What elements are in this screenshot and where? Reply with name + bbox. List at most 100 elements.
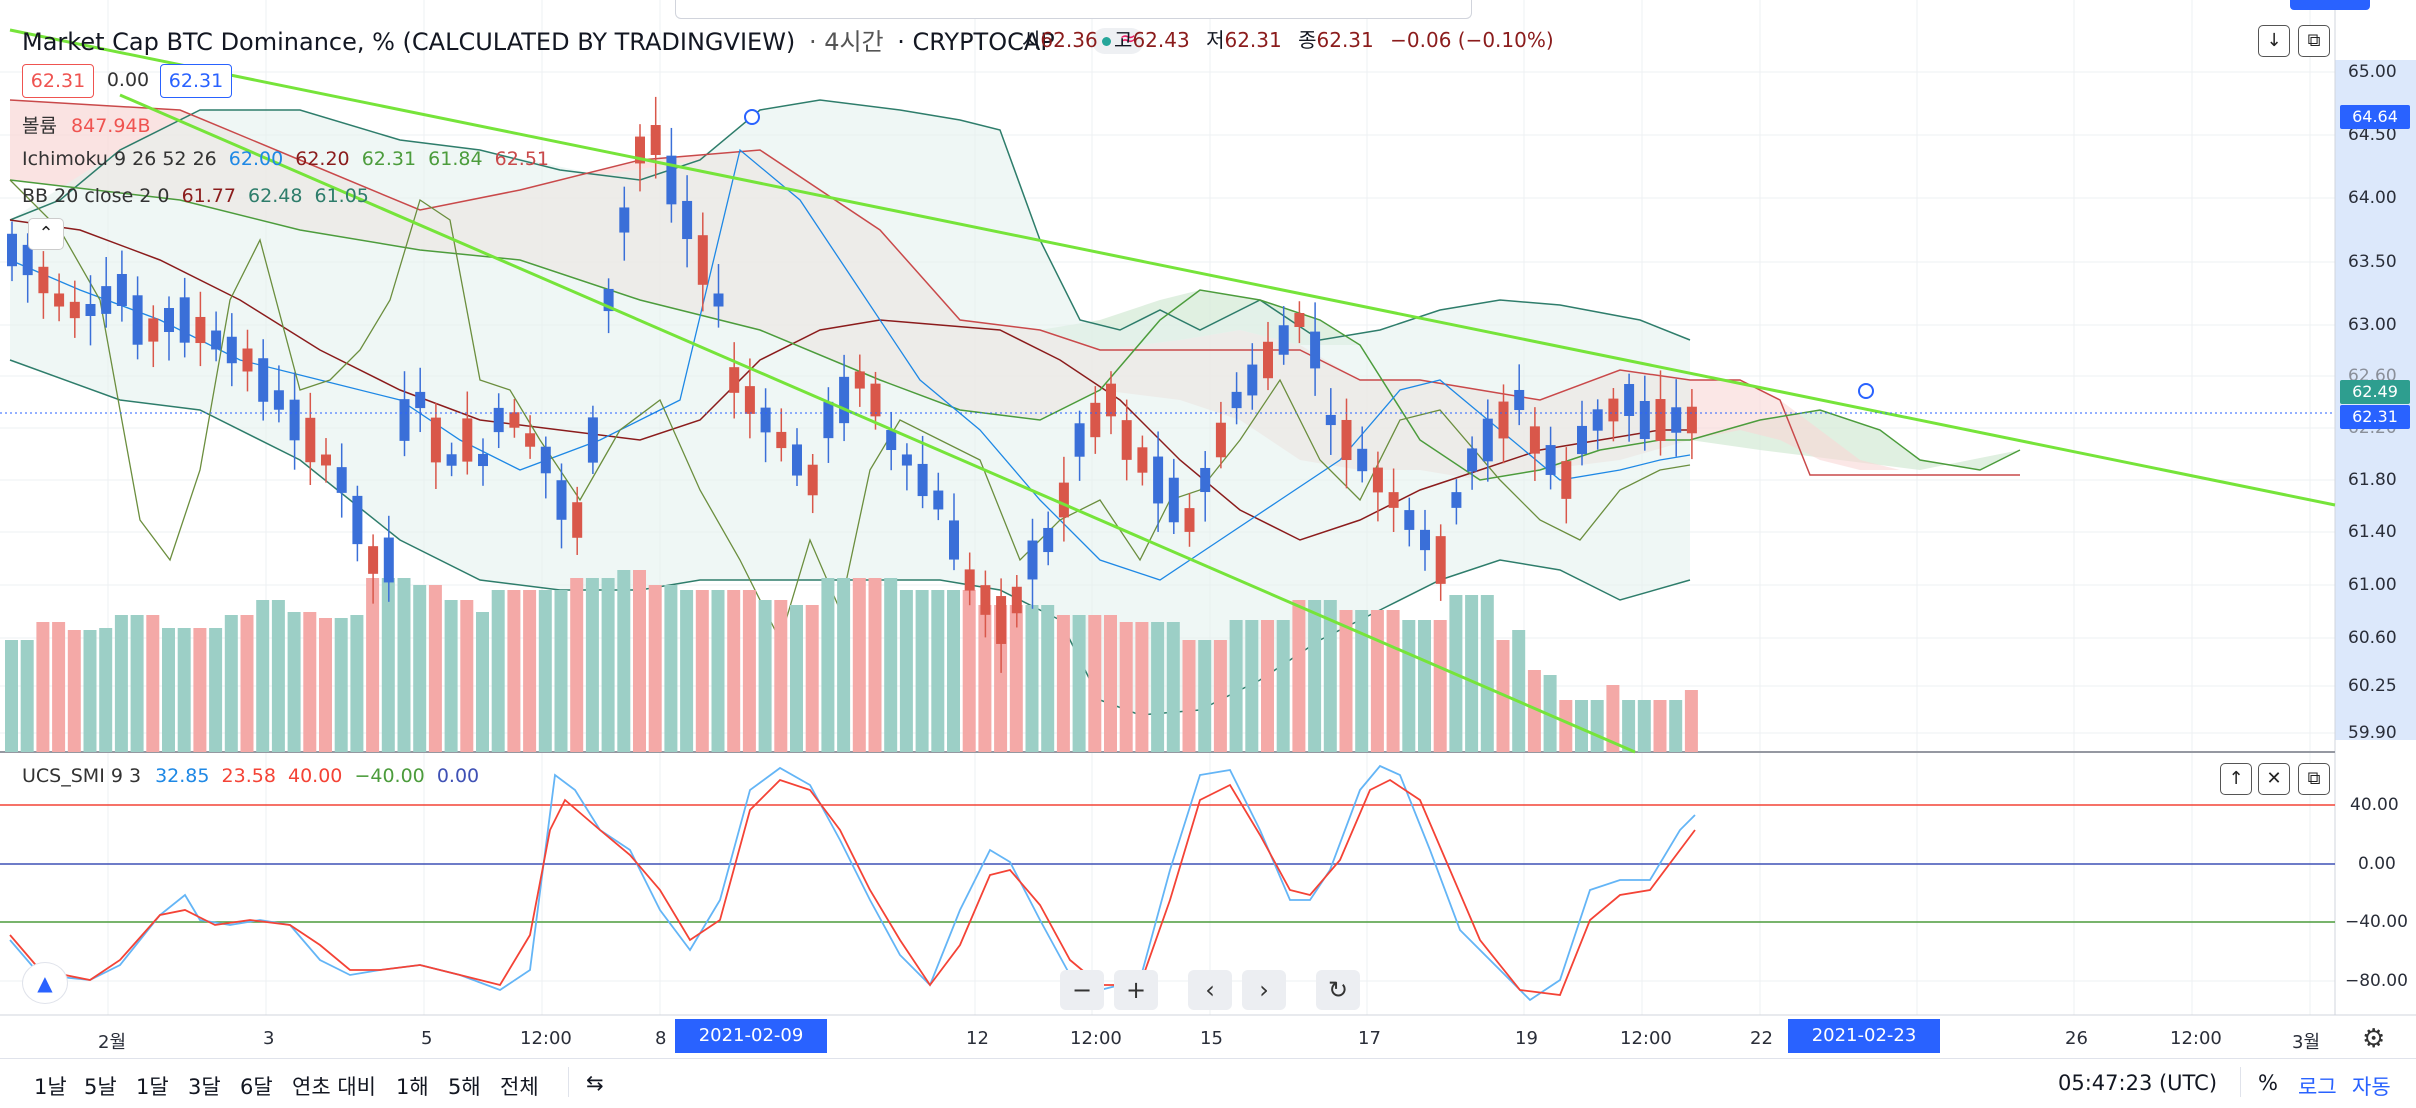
candle (1168, 477, 1179, 523)
candle (336, 467, 347, 493)
move-pane-up-button[interactable]: ↑ (2220, 763, 2252, 795)
volume-bar (1418, 620, 1431, 752)
volume-bar (1527, 670, 1541, 752)
volume-bar (1009, 605, 1023, 752)
trendline-upper[interactable] (9, 28, 2336, 507)
volume-bar (742, 590, 756, 752)
smi-fast-line (9, 764, 1696, 1002)
volume-bar (114, 615, 128, 752)
ichimoku-legend[interactable]: Ichimoku 9 26 52 26 62.00 62.20 62.31 61… (22, 148, 550, 170)
candle (666, 155, 677, 205)
interval-label[interactable]: · 4시간 (808, 28, 884, 56)
close-value: 62.31 (1316, 28, 1374, 52)
candle (1388, 492, 1399, 508)
chart-logo-icon[interactable]: ▲ (22, 962, 68, 1004)
volume-bar (224, 615, 238, 752)
volume-bar (397, 578, 411, 752)
volume-bar (852, 578, 866, 752)
volume-bar (130, 615, 144, 752)
time-tick: 12:00 (2170, 1028, 2222, 1049)
volume-bar (1480, 595, 1494, 752)
volume-bar (1512, 630, 1526, 752)
trendline-handle[interactable] (1858, 383, 1874, 399)
maximize-pane-button[interactable]: ⧉ (2298, 25, 2330, 57)
candle (525, 433, 536, 447)
maximize-icon: ⧉ (2307, 30, 2321, 51)
clock-timezone[interactable]: 05:47:23 (UTC) (2058, 1071, 2218, 1095)
candle (1561, 461, 1572, 499)
range-1d-button[interactable]: 1날 (34, 1075, 67, 1099)
chevron-left-icon: ‹ (1205, 976, 1215, 1004)
volume-legend[interactable]: 볼륨 847.94B (22, 115, 151, 137)
log-scale-toggle[interactable]: 로그 (2298, 1075, 2337, 1099)
candle (854, 371, 865, 389)
collapse-legend-button[interactable]: ⌃ (28, 218, 64, 250)
candle (1514, 389, 1525, 411)
scroll-left-button[interactable]: ‹ (1188, 970, 1232, 1010)
volume-bar (350, 615, 364, 752)
volume-bar (20, 640, 34, 752)
trendline-lower[interactable] (119, 93, 1636, 754)
arrow-up-icon: ↑ (2228, 768, 2244, 789)
volume-bar (868, 578, 882, 752)
reset-chart-button[interactable]: ↻ (1316, 970, 1360, 1010)
candle (682, 200, 693, 240)
top-toolbar[interactable] (675, 0, 1472, 19)
scroll-right-button[interactable]: › (1242, 970, 1286, 1010)
range-1m-button[interactable]: 1달 (136, 1075, 169, 1099)
settings-gear-icon[interactable]: ⚙ (2362, 1024, 2386, 1054)
range-3m-button[interactable]: 3달 (188, 1075, 221, 1099)
time-tick: 26 (2065, 1028, 2088, 1049)
smi-legend[interactable]: UCS_SMI 9 3 32.85 23.58 40.00 −40.00 0.0… (22, 765, 480, 787)
volume-bar (444, 600, 458, 752)
zoom-in-button[interactable]: + (1114, 970, 1158, 1010)
candle (415, 391, 426, 409)
maximize-smi-pane-button[interactable]: ⧉ (2298, 763, 2330, 795)
volume-bar (1198, 640, 1212, 752)
range-6m-button[interactable]: 6달 (240, 1075, 273, 1099)
zoom-out-button[interactable]: − (1060, 970, 1104, 1010)
time-tick: 3 (263, 1028, 275, 1049)
volume-bar (428, 585, 442, 752)
high-value: 62.43 (1132, 28, 1190, 52)
price-tick: 64.00 (2348, 188, 2397, 208)
candle (1215, 422, 1226, 458)
candle (556, 480, 567, 520)
volume-bar (1323, 600, 1337, 752)
buy-price-badge[interactable]: 62.31 (160, 64, 232, 98)
sell-price-badge[interactable]: 62.31 (22, 64, 94, 98)
candle (823, 401, 834, 439)
smi-tick: −80.00 (2345, 971, 2408, 991)
volume-bar (805, 605, 819, 752)
range-5y-button[interactable]: 5해 (448, 1075, 481, 1099)
volume-bar (727, 590, 741, 752)
candle (164, 307, 174, 333)
range-ytd-button[interactable]: 연초 대비 (292, 1075, 376, 1099)
top-right-button[interactable] (2290, 0, 2370, 10)
exchange-label: · CRYPTOCAP (897, 28, 1055, 56)
candle (179, 297, 190, 343)
bb-legend[interactable]: BB 20 close 2 0 61.77 62.48 61.05 (22, 185, 369, 207)
scroll-down-button[interactable]: ↓ (2258, 25, 2290, 57)
volume-bar (1261, 620, 1274, 752)
volume-bar (1229, 620, 1243, 752)
ohlc-values: 시62.36 고62.43 저62.31 종62.31 −0.06 (−0.10… (1022, 28, 1554, 52)
volume-bars (5, 570, 1698, 752)
volume-bar (1166, 622, 1180, 752)
range-all-button[interactable]: 전체 (500, 1075, 539, 1099)
candle (493, 407, 504, 433)
range-5d-button[interactable]: 5날 (84, 1075, 117, 1099)
auto-scale-toggle[interactable]: 자동 (2352, 1075, 2391, 1099)
candle (1090, 402, 1101, 438)
percent-scale-toggle[interactable]: % (2258, 1071, 2278, 1095)
trendline-price-box: 64.64 (2340, 105, 2410, 129)
candle (1231, 391, 1242, 409)
symbol-title[interactable]: Market Cap BTC Dominance, % (CALCULATED … (22, 28, 796, 56)
range-1y-button[interactable]: 1해 (396, 1075, 429, 1099)
date-range-icon[interactable]: ⇆ (586, 1071, 604, 1095)
candle (1451, 492, 1462, 508)
close-pane-button[interactable]: ✕ (2258, 763, 2290, 795)
trendline-handle[interactable] (744, 109, 760, 125)
